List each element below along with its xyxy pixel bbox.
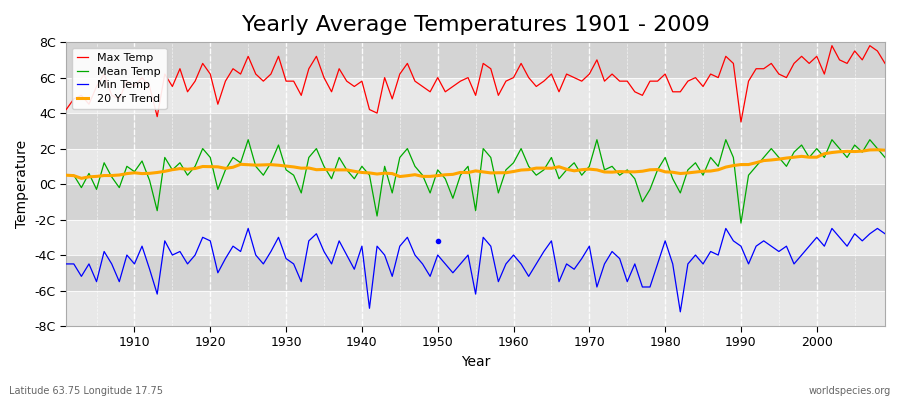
Bar <box>67 290 885 326</box>
Max Temp <box>735 120 746 124</box>
Line: 20 Yr Trend: 20 Yr Trend <box>67 150 885 178</box>
Max Temp <box>334 66 345 71</box>
Max Temp <box>122 79 132 84</box>
Bar <box>67 255 885 290</box>
Min Temp <box>243 226 254 231</box>
20 Yr Trend <box>76 176 86 181</box>
20 Yr Trend <box>341 168 352 172</box>
Mean Temp <box>122 164 132 169</box>
Bar <box>67 220 885 255</box>
Min Temp <box>122 253 132 258</box>
Bar <box>67 113 885 148</box>
Line: Mean Temp: Mean Temp <box>67 140 885 223</box>
Mean Temp <box>879 155 890 160</box>
20 Yr Trend <box>607 170 617 174</box>
Max Temp <box>599 79 610 84</box>
Min Temp <box>516 262 526 266</box>
20 Yr Trend <box>508 169 519 174</box>
Text: worldspecies.org: worldspecies.org <box>809 386 891 396</box>
Max Temp <box>826 43 837 48</box>
Min Temp <box>607 249 617 254</box>
Max Temp <box>500 79 511 84</box>
Bar <box>67 184 885 220</box>
Bar <box>67 148 885 184</box>
Bar <box>67 78 885 113</box>
Mean Temp <box>341 168 352 172</box>
Title: Yearly Average Temperatures 1901 - 2009: Yearly Average Temperatures 1901 - 2009 <box>242 15 709 35</box>
20 Yr Trend <box>129 170 140 175</box>
Mean Temp <box>296 190 307 195</box>
20 Yr Trend <box>296 166 307 170</box>
Min Temp <box>296 279 307 284</box>
Mean Temp <box>61 173 72 178</box>
Mean Temp <box>243 137 254 142</box>
Max Temp <box>879 61 890 66</box>
Max Temp <box>288 79 299 84</box>
Min Temp <box>341 253 352 258</box>
Mean Temp <box>607 164 617 169</box>
20 Yr Trend <box>516 168 526 172</box>
Min Temp <box>879 231 890 236</box>
Min Temp <box>508 253 519 258</box>
Text: Latitude 63.75 Longitude 17.75: Latitude 63.75 Longitude 17.75 <box>9 386 163 396</box>
Mean Temp <box>508 160 519 165</box>
Min Temp <box>675 310 686 314</box>
Max Temp <box>61 107 72 112</box>
Bar <box>67 42 885 78</box>
Line: Max Temp: Max Temp <box>67 46 885 122</box>
Mean Temp <box>516 146 526 151</box>
Min Temp <box>61 262 72 266</box>
20 Yr Trend <box>879 148 890 152</box>
Line: Min Temp: Min Temp <box>67 228 885 312</box>
Y-axis label: Temperature: Temperature <box>15 140 29 228</box>
Legend: Max Temp, Mean Temp, Min Temp, 20 Yr Trend: Max Temp, Mean Temp, Min Temp, 20 Yr Tre… <box>72 48 166 109</box>
Mean Temp <box>735 221 746 226</box>
20 Yr Trend <box>61 173 72 178</box>
X-axis label: Year: Year <box>461 355 491 369</box>
Max Temp <box>508 75 519 80</box>
20 Yr Trend <box>872 147 883 152</box>
